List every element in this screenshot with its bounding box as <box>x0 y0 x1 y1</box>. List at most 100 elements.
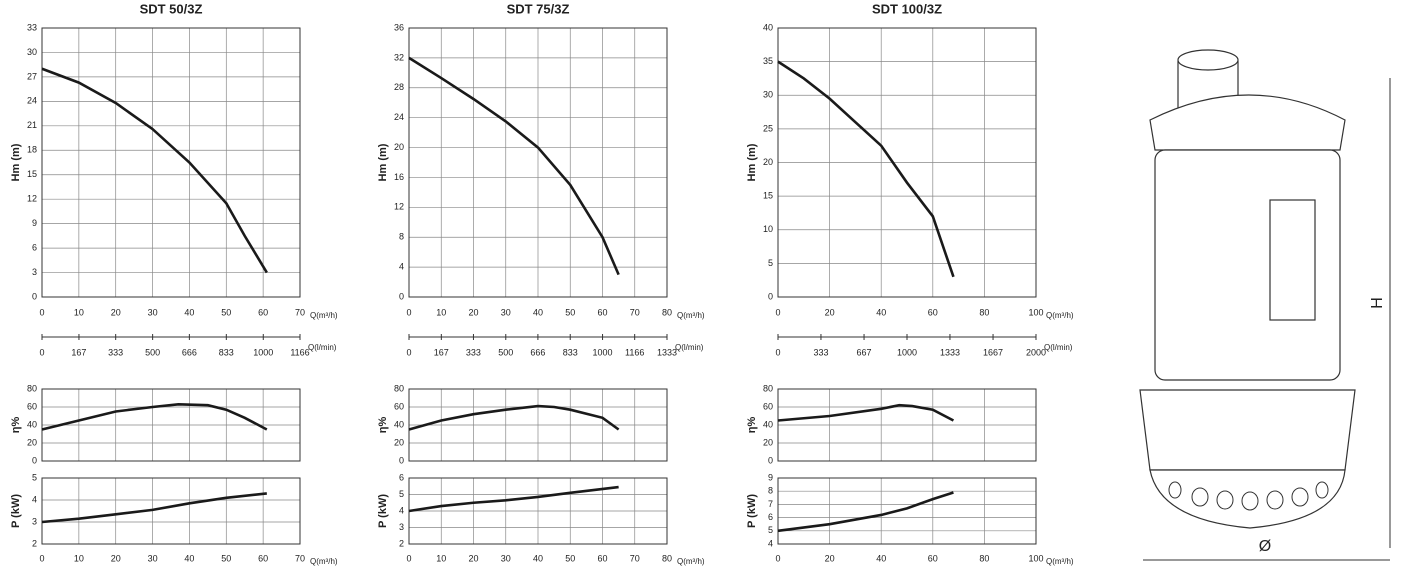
curve <box>408 485 619 513</box>
x2-tick-label: 666 <box>182 347 197 357</box>
x-tick-label: 20 <box>825 553 835 563</box>
x-tick-label: 60 <box>597 307 607 317</box>
y-tick-label: 20 <box>763 437 773 447</box>
y-axis-label: η% <box>377 417 389 434</box>
y-tick-label: 4 <box>768 538 773 548</box>
curve <box>777 403 955 422</box>
y-tick-label: 5 <box>32 472 37 482</box>
x2-tick-label: 666 <box>530 347 545 357</box>
y-tick-label: 3 <box>32 516 37 526</box>
y-tick-label: 24 <box>27 96 37 106</box>
handle <box>1149 94 1346 151</box>
y-tick-label: 16 <box>394 172 404 182</box>
y-tick-label: 0 <box>32 291 37 301</box>
x-axis-label: Q(m³/h) <box>677 311 705 320</box>
x-tick-label: 80 <box>662 553 672 563</box>
x-tick-label: 10 <box>436 307 446 317</box>
x2-tick-label: 0 <box>406 347 411 357</box>
strainer-holes <box>1168 481 1329 511</box>
y-tick-label: 5 <box>768 258 773 268</box>
curve <box>777 60 955 278</box>
plot-frame <box>777 388 1037 462</box>
curve <box>41 67 268 274</box>
y-tick-label: 60 <box>27 401 37 411</box>
x-tick-label: 60 <box>928 553 938 563</box>
x2-tick-label: 1667 <box>983 347 1003 357</box>
x-tick-label: 70 <box>295 553 305 563</box>
y-tick-label: 25 <box>763 123 773 133</box>
x-tick-label: 80 <box>979 553 989 563</box>
plot-frame <box>777 477 1037 545</box>
x2-tick-label: 1000 <box>253 347 273 357</box>
plot-frame <box>41 388 301 462</box>
x-tick-label: 60 <box>258 553 268 563</box>
y-axis-label: P (kW) <box>746 494 758 528</box>
x2-tick-label: 833 <box>219 347 234 357</box>
x-tick-label: 50 <box>565 553 575 563</box>
y-tick-label: 18 <box>27 145 37 155</box>
x2-tick-label: 667 <box>857 347 872 357</box>
x-tick-label: 50 <box>221 307 231 317</box>
x-tick-label: 20 <box>468 553 478 563</box>
x-tick-label: 10 <box>74 307 84 317</box>
y-tick-label: 20 <box>394 142 404 152</box>
y-tick-label: 3 <box>399 522 404 532</box>
y-tick-label: 60 <box>394 401 404 411</box>
y-tick-label: 27 <box>27 71 37 81</box>
curve <box>41 492 267 524</box>
y-tick-label: 21 <box>27 120 37 130</box>
x-tick-label: 70 <box>630 553 640 563</box>
y-tick-label: 20 <box>763 157 773 167</box>
y-tick-label: 60 <box>763 401 773 411</box>
curve <box>41 402 268 431</box>
y-tick-label: 0 <box>399 455 404 465</box>
y-tick-label: 6 <box>399 472 404 482</box>
plot-frame <box>408 388 668 462</box>
y-tick-label: 80 <box>27 383 37 393</box>
y-tick-label: 9 <box>768 472 773 482</box>
x2-tick-label: 833 <box>563 347 578 357</box>
fins <box>1269 199 1316 321</box>
y-tick-label: 5 <box>768 525 773 535</box>
chart-title: SDT 75/3Z <box>507 1 570 16</box>
x2-axis-label: Q(l/min) <box>675 343 704 352</box>
curve <box>408 56 620 276</box>
y-tick-label: 40 <box>394 419 404 429</box>
x2-tick-label: 1333 <box>657 347 677 357</box>
plot-frame <box>777 27 1037 298</box>
y-tick-label: 12 <box>394 202 404 212</box>
y-tick-label: 2 <box>399 538 404 548</box>
x2-tick-label: 1166 <box>625 347 644 357</box>
x2-tick-label: 2000 <box>1026 347 1046 357</box>
y-tick-label: 40 <box>763 22 773 32</box>
y-tick-label: 15 <box>27 169 37 179</box>
y-tick-label: 20 <box>394 437 404 447</box>
y-tick-label: 0 <box>768 291 773 301</box>
x-tick-label: 50 <box>221 553 231 563</box>
y-tick-label: 40 <box>763 419 773 429</box>
x-tick-label: 70 <box>630 307 640 317</box>
outlet-top <box>1177 49 1239 71</box>
x-tick-label: 20 <box>825 307 835 317</box>
y-tick-label: 5 <box>399 489 404 499</box>
x-tick-label: 0 <box>775 553 780 563</box>
height-label: H <box>1369 297 1386 309</box>
pump-housing <box>1139 389 1356 471</box>
y-tick-label: 32 <box>394 52 404 62</box>
x-tick-label: 100 <box>1028 307 1043 317</box>
x2-tick-label: 167 <box>71 347 86 357</box>
y-tick-label: 30 <box>763 90 773 100</box>
x-tick-label: 0 <box>775 307 780 317</box>
x-tick-label: 0 <box>406 307 411 317</box>
x2-tick-label: 1000 <box>593 347 613 357</box>
x2-tick-label: 1166 <box>290 347 309 357</box>
y-tick-label: 0 <box>32 455 37 465</box>
y-axis-label: η% <box>10 417 22 434</box>
x-axis-label: Q(m³/h) <box>310 557 338 566</box>
y-tick-label: 0 <box>768 455 773 465</box>
y-tick-label: 28 <box>394 82 404 92</box>
x-tick-label: 60 <box>597 553 607 563</box>
y-tick-label: 24 <box>394 112 404 122</box>
y-tick-label: 0 <box>399 291 404 301</box>
y-tick-label: 4 <box>399 261 404 271</box>
